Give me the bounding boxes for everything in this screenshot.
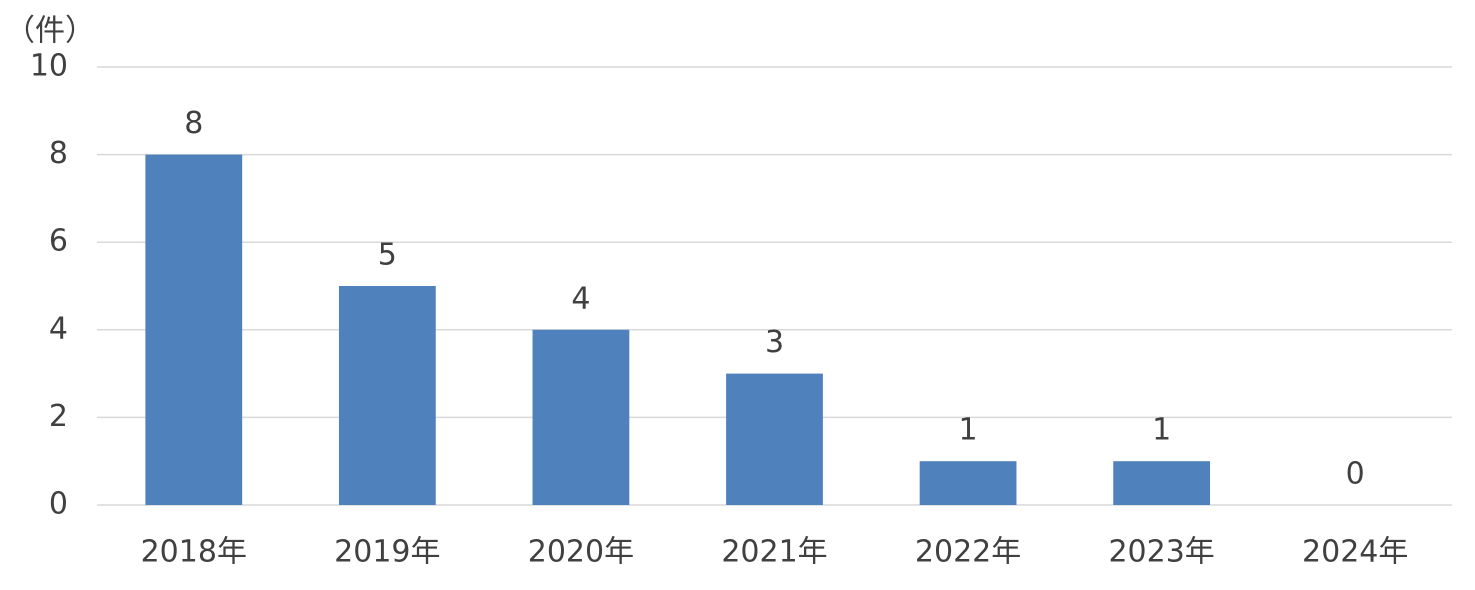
y-tick-label: 4 [49,311,68,346]
data-label: 0 [1346,457,1365,492]
data-label: 1 [959,413,978,448]
y-axis-unit: （件） [5,14,95,49]
data-label: 3 [765,325,784,360]
x-tick-label: 2024年 [1302,535,1408,570]
y-tick-label: 0 [49,487,68,522]
x-tick-label: 2019年 [334,535,440,570]
bar [726,373,823,505]
y-tick-label: 6 [49,224,68,259]
y-tick-label: 10 [30,49,68,84]
x-tick-label: 2021年 [721,535,827,570]
y-tick-label: 8 [49,136,68,171]
x-tick-label: 2022年 [915,535,1021,570]
data-label: 8 [184,106,203,141]
bar [145,154,243,505]
bar [919,461,1017,505]
x-tick-label: 2018年 [141,535,247,570]
x-tick-label: 2020年 [528,535,634,570]
data-label: 1 [1152,413,1171,448]
data-label: 5 [378,238,397,273]
data-label: 4 [571,281,590,316]
x-tick-label: 2023年 [1108,535,1214,570]
bar [338,286,436,505]
bar [1113,461,1211,505]
bar [532,329,630,505]
y-tick-label: 2 [49,399,68,434]
